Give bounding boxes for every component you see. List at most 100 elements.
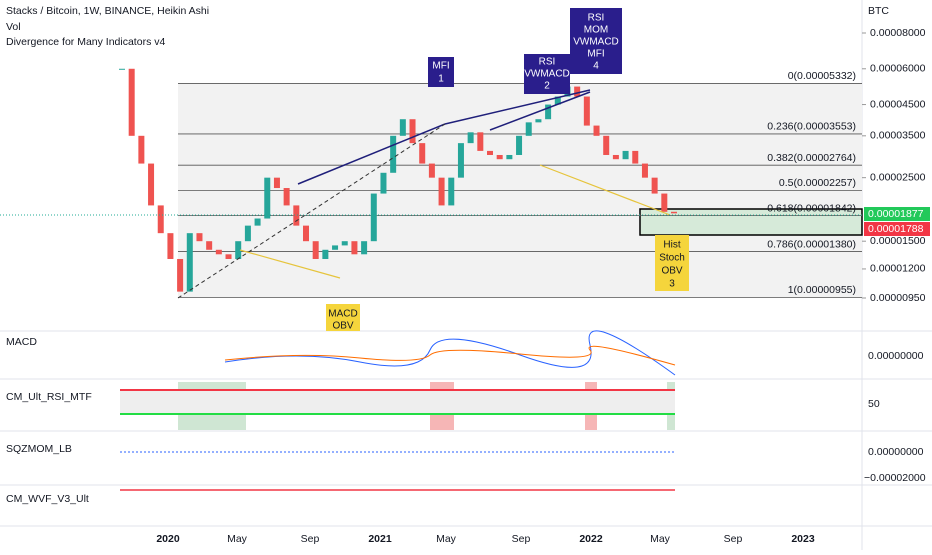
candle xyxy=(312,241,319,259)
candle xyxy=(554,96,561,105)
candle xyxy=(641,163,648,178)
time-label: 2020 xyxy=(156,533,180,545)
price-tick-label: 0.00004500 xyxy=(870,98,926,110)
candle xyxy=(264,177,271,219)
candle xyxy=(177,258,184,292)
time-label: Sep xyxy=(724,533,743,545)
candle xyxy=(661,193,668,212)
candle xyxy=(322,249,329,259)
pane-label: CM_WVF_V3_Ult xyxy=(6,493,89,505)
candle xyxy=(477,132,484,151)
annotation-text: MFI xyxy=(587,49,604,60)
candle xyxy=(612,154,619,160)
fib-label: 0.382(0.00002764) xyxy=(767,152,856,164)
annotation-text: Stoch xyxy=(659,253,685,264)
candle xyxy=(496,154,503,160)
annotation-text: 3 xyxy=(669,279,675,290)
candle xyxy=(516,135,523,155)
candle xyxy=(593,125,600,136)
chart-title: Stacks / Bitcoin, 1W, BINANCE, Heikin As… xyxy=(6,5,209,17)
annotation-text: MOM xyxy=(584,25,608,36)
price: 0.00001788 xyxy=(868,223,924,235)
time-label: May xyxy=(650,533,671,545)
annotation: Hist Stoch OBV 3 MACD OBV xyxy=(326,235,689,332)
trend-lines xyxy=(177,89,671,299)
annotation-text: RSI xyxy=(539,57,556,68)
annotation-text: OBV xyxy=(332,321,353,332)
price-tick-label: 0.00001200 xyxy=(870,263,926,275)
candle xyxy=(332,245,339,250)
annotation-text: MFI xyxy=(432,61,449,72)
candle xyxy=(206,241,213,250)
candle xyxy=(380,172,387,194)
candle xyxy=(273,177,280,189)
candle xyxy=(409,119,416,144)
indicator: Vol xyxy=(6,21,21,33)
candle xyxy=(138,135,145,164)
target-zone xyxy=(639,208,863,236)
price-tick-label: 0.00002500 xyxy=(870,171,926,183)
pane-axis-label: 0.00000000 xyxy=(868,446,924,458)
pane-label: SQZMOM_LB xyxy=(6,443,72,455)
annotation-text: 4 xyxy=(593,61,599,72)
annotation-text: MACD xyxy=(328,309,357,320)
candle xyxy=(574,86,581,97)
candle xyxy=(457,143,464,178)
candle xyxy=(632,150,639,164)
candle xyxy=(128,68,135,136)
pane-axis-label: 50 xyxy=(868,398,880,410)
time-label: May xyxy=(436,533,457,545)
annotation: MFI 1 RSI VWMACD 2 RSI MOM VWMACD MFI 4 xyxy=(428,8,622,94)
indicator: Divergence for Many Indicators v4 xyxy=(6,36,165,48)
candle xyxy=(361,241,368,255)
candle xyxy=(506,154,513,160)
candle xyxy=(535,119,542,123)
pane-decor xyxy=(120,330,676,491)
candle xyxy=(196,233,203,242)
last-price-badge xyxy=(864,207,930,221)
annotation-text: VWMACD xyxy=(524,69,570,80)
annotation-text: VWMACD xyxy=(573,37,619,48)
fib-label: 0.786(0.00001380) xyxy=(767,238,856,250)
pane-axis-label: −0.00002000 xyxy=(864,472,926,484)
candle xyxy=(583,96,590,126)
candle xyxy=(293,205,300,226)
time-label: Sep xyxy=(512,533,531,545)
price-badge xyxy=(864,222,930,236)
price-tick-label: 0.00000950 xyxy=(870,292,926,304)
candle xyxy=(235,241,242,259)
time-label: May xyxy=(227,533,248,545)
time-label: Sep xyxy=(301,533,320,545)
fib-label: 0(0.00005332) xyxy=(788,70,856,82)
price-tick-label: 0.00003500 xyxy=(870,130,926,142)
candle xyxy=(225,254,232,259)
candle xyxy=(545,104,552,120)
candle xyxy=(448,177,455,206)
annotation-text: 1 xyxy=(438,74,444,85)
candle xyxy=(622,150,629,160)
annotation-text: 2 xyxy=(544,81,550,92)
candle xyxy=(390,135,397,173)
candle xyxy=(119,68,125,70)
price-tick-label: 0.00001500 xyxy=(870,235,926,247)
candle xyxy=(651,177,658,194)
candle xyxy=(370,193,377,242)
pane-label: CM_Ult_RSI_MTF xyxy=(6,391,92,403)
pane-label: MACD xyxy=(6,336,37,348)
candle xyxy=(671,211,677,214)
fib-zone xyxy=(178,84,862,298)
candle xyxy=(244,225,251,242)
candle xyxy=(525,122,532,136)
time-label: 2021 xyxy=(368,533,392,545)
candle xyxy=(419,143,426,164)
candle xyxy=(283,188,290,206)
pane-axis-label: 0.00000000 xyxy=(868,350,924,362)
fib-label: 1(0.00000955) xyxy=(788,284,856,296)
time-axis: 2020 May Sep 2021 May Sep 2022 May Sep 2… xyxy=(156,533,815,545)
candle xyxy=(428,163,435,178)
last-price: 0.00001877 xyxy=(868,208,924,220)
fib-label: 0.5(0.00002257) xyxy=(779,177,856,189)
candle xyxy=(399,119,406,136)
time-label: 2022 xyxy=(579,533,603,545)
